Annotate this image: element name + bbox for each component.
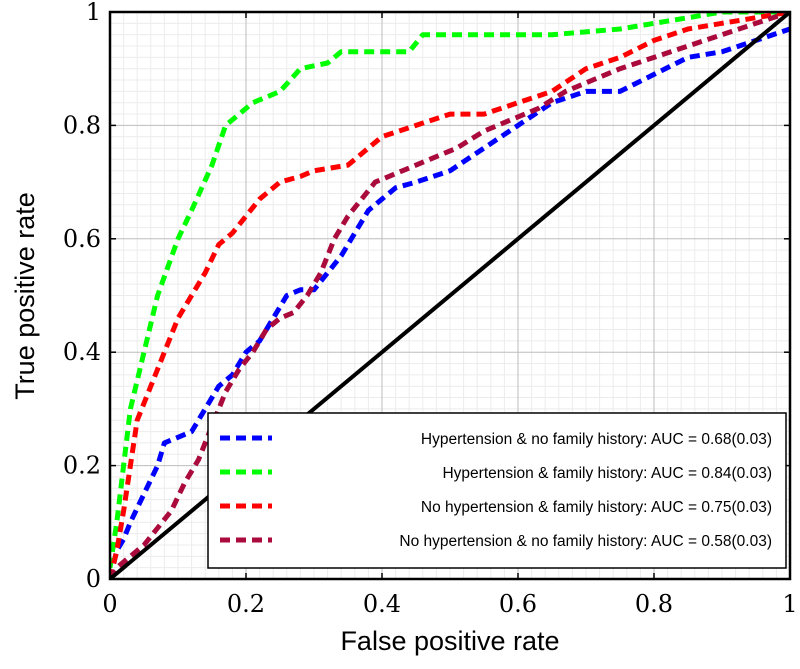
- y-tick-label: 1: [86, 0, 101, 26]
- y-tick-label: 0.2: [63, 452, 101, 480]
- x-tick-label: 0.2: [227, 590, 265, 618]
- y-tick-label: 0.6: [63, 225, 101, 253]
- legend-label: Hypertension & family history: AUC = 0.8…: [442, 465, 772, 482]
- x-tick-label: 0.4: [363, 590, 401, 618]
- y-axis-label: True positive rate: [10, 192, 40, 400]
- y-tick-label: 0: [86, 565, 101, 593]
- legend-label: No hypertension & family history: AUC = …: [421, 499, 772, 516]
- x-tick-label: 1: [782, 590, 797, 618]
- y-tick-label: 0.8: [63, 111, 101, 139]
- x-tick-label: 0.8: [635, 590, 673, 618]
- y-tick-label: 0.4: [63, 338, 101, 366]
- x-axis-label: False positive rate: [340, 626, 559, 656]
- legend-label: No hypertension & no family history: AUC…: [399, 533, 772, 550]
- legend-label: Hypertension & no family history: AUC = …: [421, 431, 772, 448]
- x-tick-label: 0.6: [499, 590, 537, 618]
- legend: Hypertension & no family history: AUC = …: [208, 413, 786, 568]
- x-tick-label: 0: [102, 590, 117, 618]
